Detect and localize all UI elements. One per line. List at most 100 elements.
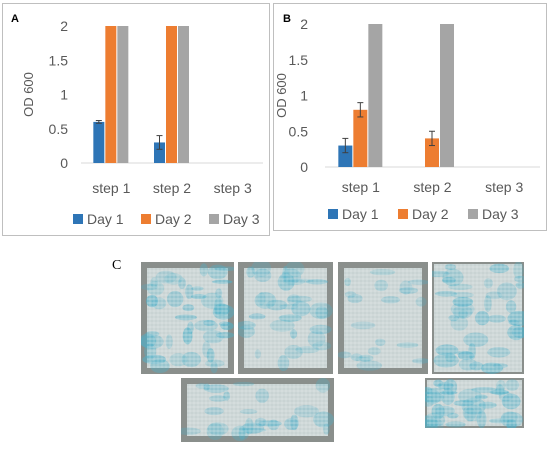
y-tick-label: 1.5 <box>49 52 69 68</box>
fabric-photo-1 <box>141 262 234 374</box>
blue-stain <box>433 353 459 368</box>
blue-stain <box>344 277 352 287</box>
blue-stain <box>282 266 289 281</box>
blue-stain <box>281 268 301 285</box>
blue-stain <box>369 269 396 276</box>
blue-stain <box>291 301 311 317</box>
blue-stain <box>447 412 459 419</box>
blue-stain <box>496 379 506 392</box>
blue-stain <box>492 363 508 369</box>
blue-stain <box>210 361 218 374</box>
bar-day-2-step-1 <box>353 109 368 167</box>
blue-stain <box>285 262 305 278</box>
blue-stain <box>287 294 301 306</box>
blue-stain <box>487 347 511 358</box>
blue-stain <box>238 426 246 440</box>
blue-stain <box>435 344 459 356</box>
blue-stain <box>218 321 230 327</box>
blue-stain <box>501 411 518 423</box>
bar-day-2-step-2 <box>425 138 439 167</box>
blue-stain <box>344 291 357 298</box>
blue-stain <box>147 281 165 296</box>
blue-stain <box>150 359 170 374</box>
blue-stain <box>254 349 261 359</box>
blue-stain <box>141 333 157 348</box>
legend-swatch <box>141 214 151 224</box>
legend-label: Day 3 <box>482 206 519 222</box>
blue-stain <box>425 395 435 407</box>
blue-stain <box>220 322 234 331</box>
blue-stain <box>146 294 159 308</box>
y-tick-label: 0.5 <box>289 123 309 139</box>
bar-day-1-step-1 <box>93 121 105 163</box>
y-tick-label: 0 <box>300 159 308 175</box>
chart-panel-a: A OD 600 0 0.5 1 1.5 2 step 1 step 2 step 3 Day 1… <box>2 3 270 236</box>
bar-day-3-step-1 <box>368 24 383 167</box>
blue-stain <box>305 279 329 285</box>
blue-stain <box>258 420 282 427</box>
blue-stain <box>513 262 524 279</box>
bar-day-1-step-2 <box>154 142 165 163</box>
bar-day-2-step-2 <box>166 26 177 163</box>
legend-swatch <box>468 209 478 219</box>
blue-stain <box>309 324 332 335</box>
blue-stain <box>182 304 195 312</box>
blue-stain <box>266 299 288 311</box>
bar-day-1-step-1 <box>338 145 353 167</box>
y-tick-label: 1 <box>300 88 308 104</box>
blue-stain <box>254 292 277 309</box>
x-tick-label: step 3 <box>214 180 252 196</box>
x-tick-label: step 1 <box>92 180 130 196</box>
legend-label: Day 1 <box>87 211 124 227</box>
legend-label: Day 2 <box>155 211 192 227</box>
fabric-photo-4 <box>432 262 524 374</box>
blue-stain <box>489 418 512 424</box>
blue-stain <box>458 309 468 319</box>
blue-stain <box>223 391 231 401</box>
blue-stain <box>356 360 383 371</box>
blue-stain <box>347 293 363 304</box>
blue-stain <box>199 263 209 277</box>
bar-day-3-step-1 <box>117 26 129 163</box>
blue-stain <box>358 354 374 362</box>
y-axis-title: OD 600 <box>274 73 289 118</box>
blue-stain <box>212 304 234 320</box>
y-tick-label: 2 <box>300 16 308 32</box>
blue-stain <box>239 409 258 415</box>
blue-stain <box>452 296 474 307</box>
blue-stain <box>255 417 267 427</box>
blue-stain <box>450 301 475 317</box>
blue-stain <box>203 384 229 393</box>
blue-stain <box>396 342 419 348</box>
blue-stain <box>207 264 228 280</box>
blue-stain <box>475 310 490 326</box>
fabric-photo-closeup-2 <box>425 378 524 428</box>
legend-label: Day 3 <box>223 211 260 227</box>
blue-stain <box>312 341 332 351</box>
blue-stain <box>288 278 314 283</box>
x-tick-label: step 1 <box>342 179 380 195</box>
blue-stain <box>200 292 224 309</box>
y-axis-title: OD 600 <box>21 72 36 117</box>
bar-day-3-step-2 <box>440 24 454 167</box>
blue-stain <box>448 314 460 322</box>
blue-stain <box>282 278 305 286</box>
blue-stain <box>437 381 454 390</box>
panel-label-b: B <box>283 13 291 25</box>
blue-stain <box>150 277 159 288</box>
blue-stain <box>445 421 466 428</box>
x-tick-label: step 2 <box>413 179 451 195</box>
blue-stain <box>407 279 428 285</box>
blue-stain <box>214 266 234 272</box>
blue-stain <box>278 314 302 322</box>
blue-stain <box>500 411 524 428</box>
blue-stain <box>267 419 280 431</box>
blue-stain <box>290 414 299 431</box>
blue-stain <box>202 330 224 344</box>
blue-stain <box>505 379 520 391</box>
blue-stain <box>485 291 503 300</box>
blue-stain <box>295 346 320 354</box>
blue-stain <box>231 425 249 442</box>
blue-stain <box>313 411 334 428</box>
fabric-photo-closeup-1 <box>181 378 334 442</box>
